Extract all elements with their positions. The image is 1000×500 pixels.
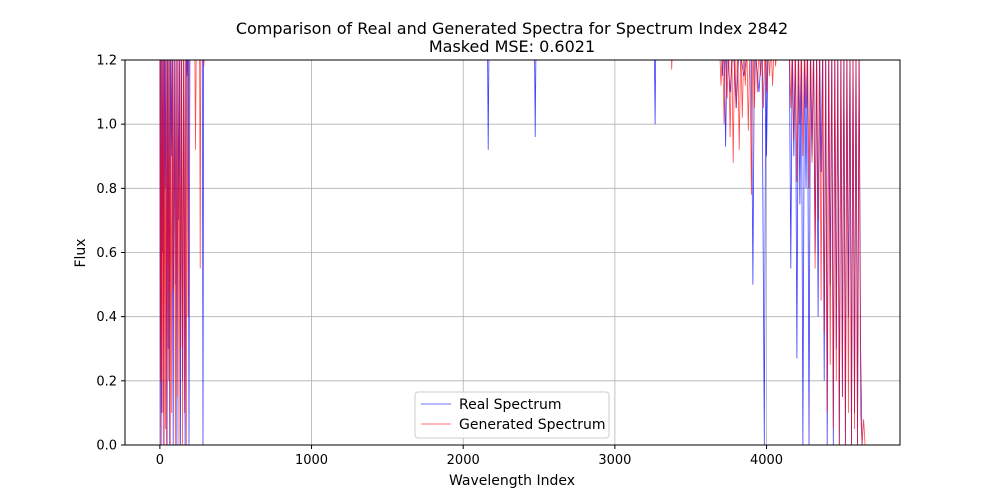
- generated-spectrum-line: [789, 60, 866, 445]
- x-axis-ticks: 0 1000 2000 3000 4000: [156, 445, 783, 468]
- generated-spectrum-line: [194, 60, 205, 269]
- real-spectrum-line: [201, 60, 204, 445]
- series-layer: [159, 60, 866, 445]
- real-spectrum-line: [654, 60, 657, 125]
- y-tick-label: 0.4: [96, 310, 117, 325]
- real-spectrum-line: [487, 60, 490, 150]
- x-tick-label: 3000: [598, 453, 631, 468]
- grid-lines: [125, 59, 900, 446]
- generated-spectrum-line: [719, 60, 777, 195]
- y-axis-ticks: 0.0 0.2 0.4 0.6 0.8 1.0 1.2: [96, 54, 125, 454]
- chart-subtitle: Masked MSE: 0.6021: [429, 37, 595, 56]
- legend-label-generated: Generated Spectrum: [459, 417, 606, 433]
- y-tick-label: 0.6: [96, 246, 117, 261]
- real-spectrum-line: [534, 60, 537, 138]
- x-axis-label: Wavelength Index: [449, 473, 575, 489]
- y-tick-label: 1.0: [96, 118, 117, 133]
- x-tick-label: 0: [156, 453, 164, 468]
- generated-spectrum-line: [671, 60, 673, 70]
- y-tick-label: 0.8: [96, 182, 117, 197]
- legend-box: [414, 391, 610, 439]
- x-tick-label: 2000: [447, 453, 480, 468]
- y-tick-label: 1.2: [96, 54, 117, 69]
- real-spectrum-line: [721, 60, 769, 445]
- y-axis-label: Flux: [73, 238, 89, 267]
- y-tick-label: 0.2: [96, 374, 117, 389]
- legend: Real Spectrum Generated Spectrum: [414, 391, 610, 439]
- y-tick-label: 0.0: [96, 439, 117, 454]
- x-tick-label: 4000: [750, 453, 783, 468]
- chart-title: Comparison of Real and Generated Spectra…: [236, 19, 788, 38]
- x-tick-label: 1000: [295, 453, 328, 468]
- legend-label-real: Real Spectrum: [459, 397, 561, 413]
